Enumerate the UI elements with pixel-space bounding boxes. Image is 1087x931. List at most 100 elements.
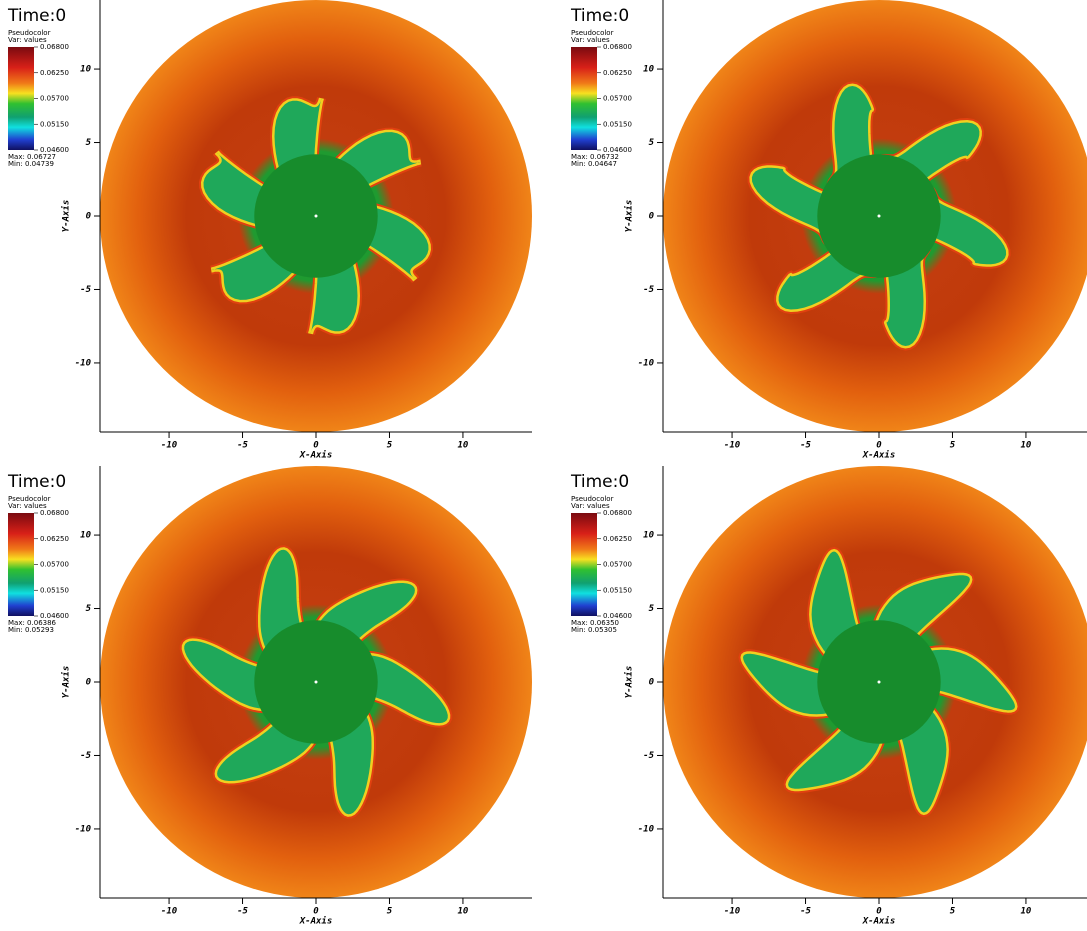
x-tick-label: -5 [800, 441, 811, 451]
y-tick-label: 0 [86, 678, 92, 688]
y-tick-label: 10 [80, 65, 91, 75]
colorbar-label: 0.05700 [603, 95, 632, 103]
center-dot [314, 680, 318, 684]
colorbar-label: 0.05150 [603, 586, 632, 594]
legend-title: Pseudocolor [571, 495, 614, 503]
min-label: Min: 0.05305 [571, 626, 617, 634]
colorbar-label: 0.06800 [40, 509, 69, 517]
x-tick-label: 0 [313, 907, 319, 917]
legend-variable: Var: values [571, 36, 610, 44]
plot-area [100, 0, 532, 432]
x-tick-label: -10 [724, 907, 741, 917]
x-axis-title: X-Axis [299, 916, 333, 927]
max-label: Max: 0.06350 [571, 619, 619, 627]
colorbar-label: 0.06800 [40, 43, 69, 51]
x-tick-label: 10 [1021, 441, 1032, 451]
y-tick-label: -10 [638, 358, 655, 368]
x-tick-label: 0 [313, 441, 319, 451]
y-tick-label: 10 [643, 65, 654, 75]
y-tick-label: 5 [649, 138, 655, 148]
colorbar [8, 47, 34, 150]
colorbar-label: 0.05150 [603, 120, 632, 128]
colorbar-label: 0.05700 [40, 95, 69, 103]
legend-title: Pseudocolor [8, 29, 51, 37]
colorbar-label: 0.06250 [40, 69, 69, 77]
min-label: Min: 0.04647 [571, 160, 617, 168]
y-axis-title: Y-Axis [61, 200, 72, 233]
colorbar-label: 0.06250 [603, 535, 632, 543]
colorbar-label: 0.05150 [40, 586, 69, 594]
colorbar-label: 0.06250 [603, 69, 632, 77]
x-tick-label: -5 [237, 441, 248, 451]
x-tick-label: -5 [237, 907, 248, 917]
y-tick-label: 10 [80, 531, 91, 541]
y-tick-label: -5 [80, 285, 91, 295]
x-axis-title: X-Axis [862, 450, 896, 461]
time-label: Time:0 [7, 6, 66, 26]
y-tick-label: 10 [643, 531, 654, 541]
colorbar [8, 513, 34, 616]
x-tick-label: 5 [387, 907, 393, 917]
panel: -10 -5 0 5 10 -10 -5 0 5 10 X-Axis Y-Axis Time:0 Pseu… [570, 0, 1087, 461]
center-dot [877, 680, 881, 684]
legend-title: Pseudocolor [8, 495, 51, 503]
y-tick-label: -5 [643, 751, 654, 761]
x-axis-title: X-Axis [862, 916, 896, 927]
legend-title: Pseudocolor [571, 29, 614, 37]
colorbar [571, 47, 597, 150]
min-label: Min: 0.04739 [8, 160, 54, 168]
x-tick-label: -10 [161, 441, 178, 451]
colorbar-label: 0.06250 [40, 535, 69, 543]
x-tick-label: 5 [387, 441, 393, 451]
plot-area [663, 0, 1087, 432]
panel: -10 -5 0 5 10 -10 -5 0 5 10 X-Axis Y-Axis Time:0 Pseu… [7, 0, 532, 461]
colorbar-label: 0.05700 [603, 561, 632, 569]
colorbar [571, 513, 597, 616]
x-tick-label: 10 [458, 907, 469, 917]
time-label: Time:0 [570, 6, 629, 26]
x-tick-label: 5 [950, 441, 956, 451]
y-tick-label: 0 [649, 212, 655, 222]
plot-area [100, 466, 532, 898]
x-tick-label: -5 [800, 907, 811, 917]
y-axis-title: Y-Axis [624, 666, 635, 699]
colorbar-label: 0.04600 [40, 146, 69, 154]
x-tick-label: -10 [724, 441, 741, 451]
y-tick-label: 0 [86, 212, 92, 222]
y-tick-label: -10 [75, 358, 92, 368]
max-label: Max: 0.06386 [8, 619, 57, 627]
time-label: Time:0 [570, 472, 629, 492]
y-tick-label: 5 [649, 604, 655, 614]
y-tick-label: 5 [86, 138, 92, 148]
x-tick-label: 10 [458, 441, 469, 451]
panel: -10 -5 0 5 10 -10 -5 0 5 10 X-Axis Y-Axis Time:0 Pseu… [570, 466, 1087, 927]
y-axis-title: Y-Axis [61, 666, 72, 699]
max-label: Max: 0.06727 [8, 153, 56, 161]
y-tick-label: -10 [638, 824, 655, 834]
center-dot [877, 214, 881, 218]
x-axis-title: X-Axis [299, 450, 333, 461]
legend-variable: Var: values [8, 36, 47, 44]
x-tick-label: -10 [161, 907, 178, 917]
min-label: Min: 0.05293 [8, 626, 54, 634]
colorbar-label: 0.04600 [603, 612, 632, 620]
y-tick-label: 0 [649, 678, 655, 688]
colorbar-label: 0.06800 [603, 509, 632, 517]
x-tick-label: 5 [950, 907, 956, 917]
max-label: Max: 0.06732 [571, 153, 619, 161]
colorbar-label: 0.06800 [603, 43, 632, 51]
x-tick-label: 0 [876, 441, 882, 451]
y-tick-label: -5 [80, 751, 91, 761]
y-tick-label: -5 [643, 285, 654, 295]
panel: -10 -5 0 5 10 -10 -5 0 5 10 X-Axis Y-Axis Time:0 Pseu… [7, 466, 532, 927]
legend-variable: Var: values [571, 502, 610, 510]
center-dot [314, 214, 318, 218]
y-tick-label: 5 [86, 604, 92, 614]
x-tick-label: 10 [1021, 907, 1032, 917]
colorbar-label: 0.04600 [40, 612, 69, 620]
colorbar-label: 0.05150 [40, 120, 69, 128]
y-tick-label: -10 [75, 824, 92, 834]
x-tick-label: 0 [876, 907, 882, 917]
legend-variable: Var: values [8, 502, 47, 510]
